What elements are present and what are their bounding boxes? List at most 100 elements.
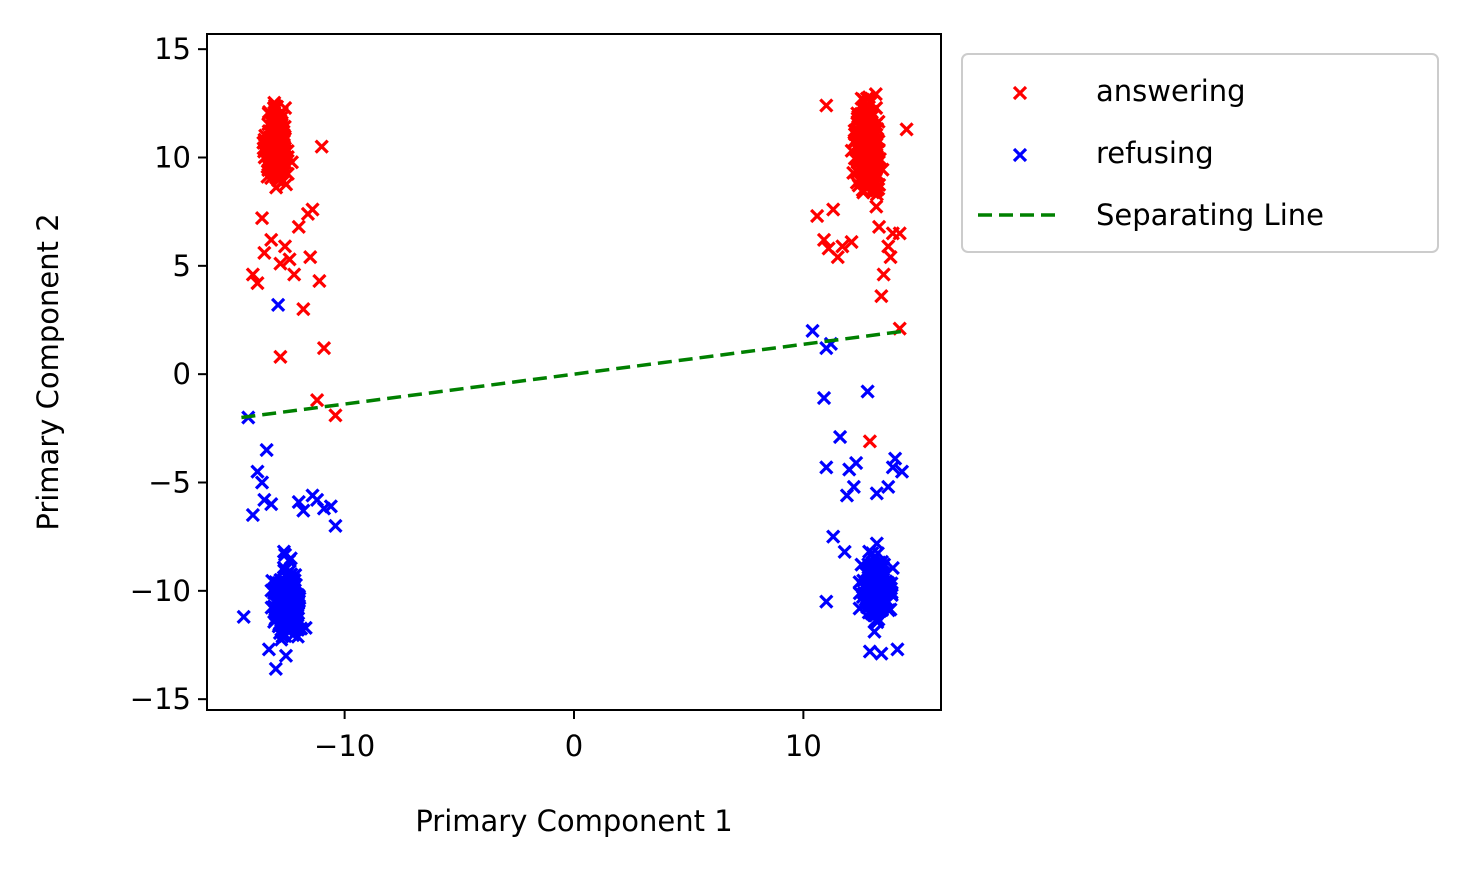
y-tick-label: 5 <box>173 249 191 283</box>
refusing-point <box>869 536 884 551</box>
refusing-point <box>870 596 886 611</box>
answering-point <box>883 250 898 265</box>
refusing-point <box>870 565 885 580</box>
legend: answering refusing Separating Line <box>961 53 1439 253</box>
refusing-point <box>261 642 277 657</box>
answering-point <box>861 118 877 133</box>
refusing-point <box>257 492 272 507</box>
refusing-point <box>279 585 294 600</box>
answering-point <box>892 226 907 241</box>
x-axis-label: Primary Component 1 <box>415 804 732 838</box>
answering-point <box>312 273 327 289</box>
answering-point <box>871 219 887 234</box>
refusing-point <box>873 558 888 573</box>
y-axis-label: Primary Component 2 <box>31 213 65 530</box>
answering-point <box>819 98 834 113</box>
answering-point <box>871 134 886 149</box>
answering-point <box>254 211 270 226</box>
answering-point <box>287 267 302 282</box>
y-tick-label: 10 <box>154 141 191 175</box>
answering-point <box>257 245 272 260</box>
refusing-point <box>291 494 306 510</box>
legend-marker-swatch <box>1012 85 1028 101</box>
answering-point <box>899 122 914 137</box>
axes-frame <box>206 33 942 711</box>
refusing-point <box>264 497 279 512</box>
y-tick-label: 15 <box>154 32 191 66</box>
refusing-point <box>245 507 261 523</box>
answering-point <box>267 98 283 113</box>
answering-point <box>303 250 318 265</box>
answering-point <box>265 111 280 126</box>
refusing-point <box>328 518 343 533</box>
refusing-point <box>860 384 875 399</box>
refusing-point <box>837 544 852 559</box>
refusing-point <box>285 606 300 622</box>
answering-point <box>262 157 278 172</box>
answering-point <box>245 267 261 282</box>
answering-point <box>826 202 841 217</box>
refusing-point <box>271 581 286 596</box>
answering-point <box>869 199 884 214</box>
refusing-point <box>846 479 861 494</box>
refusing-point <box>276 544 292 559</box>
refusing-point <box>250 464 265 479</box>
y-tick-label: −5 <box>148 466 191 500</box>
answering-point <box>316 341 332 356</box>
answering-point <box>859 91 875 106</box>
refusing-point <box>890 642 905 657</box>
refusing-point <box>254 475 270 490</box>
legend-entry-label: Separating Line <box>1096 198 1324 232</box>
answering-point <box>314 139 329 154</box>
refusing-point <box>885 460 900 475</box>
answering-point <box>328 408 343 423</box>
y-tick-label: 0 <box>173 357 191 391</box>
x-tick-label: 0 <box>565 729 583 763</box>
refusing-point <box>281 598 296 613</box>
refusing-point <box>848 455 864 471</box>
legend-entry-label: refusing <box>1096 136 1214 170</box>
refusing-point <box>816 390 832 406</box>
x-axis-ticks: −10 0 10 <box>314 710 822 763</box>
answering-point <box>291 219 306 234</box>
refusing-point <box>268 661 283 676</box>
answering-point <box>810 208 825 224</box>
refusing-point <box>894 464 910 479</box>
answering-point <box>866 152 881 167</box>
answering-point <box>276 138 291 154</box>
answering-point <box>856 171 871 187</box>
answering-point <box>881 239 896 254</box>
refusing-point <box>236 609 251 624</box>
answering-point <box>276 163 291 178</box>
answering-point <box>835 239 850 254</box>
plot-area <box>236 86 914 676</box>
answering-point <box>830 250 845 265</box>
answering-point <box>859 139 875 154</box>
refusing-point <box>805 323 820 338</box>
answering-point <box>273 256 288 271</box>
answering-point <box>847 123 862 138</box>
answering-point <box>309 393 325 408</box>
refusing-point <box>296 503 311 518</box>
separating-line <box>241 329 907 420</box>
answering-point <box>264 232 279 247</box>
refusing-point <box>885 560 900 576</box>
refusing-point <box>854 557 869 572</box>
answering-point <box>876 267 891 282</box>
legend-entry-label: answering <box>1096 74 1246 108</box>
answering-point <box>844 234 859 250</box>
refusing-point <box>867 624 882 639</box>
refusing-point <box>852 601 867 616</box>
answering-point <box>874 289 889 304</box>
answering-point <box>296 302 311 317</box>
answering-point <box>816 232 832 247</box>
answering-point <box>857 100 872 115</box>
answering-point <box>273 349 288 364</box>
answering-point <box>273 149 288 165</box>
answering-point <box>868 86 883 102</box>
answering-point <box>846 165 861 181</box>
refusing-point <box>288 567 303 583</box>
refusing-point <box>323 499 338 514</box>
answering-point <box>282 252 297 267</box>
refusing-point <box>278 648 294 663</box>
